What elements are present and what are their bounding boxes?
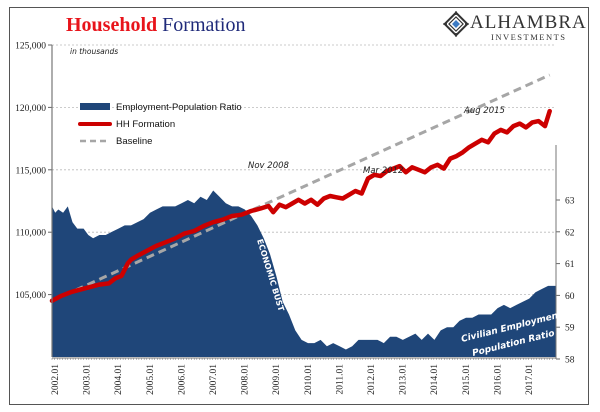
x-tick-label: 2004.01 bbox=[114, 364, 124, 395]
legend-swatch-employment bbox=[80, 103, 110, 110]
right-tick-label: 60 bbox=[565, 292, 575, 302]
units-note: in thousands bbox=[70, 47, 118, 56]
legend-label-baseline: Baseline bbox=[116, 136, 152, 147]
x-tick-label: 2010.01 bbox=[304, 364, 314, 395]
annotation-mar-2012: Mar 2012 bbox=[363, 166, 403, 176]
x-tick-label: 2013.01 bbox=[399, 364, 409, 395]
right-tick-label: 59 bbox=[565, 324, 575, 334]
x-tick-label: 2007.01 bbox=[209, 364, 219, 395]
x-tick-label: 2003.01 bbox=[83, 364, 93, 395]
x-tick-label: 2011.01 bbox=[335, 364, 345, 395]
x-tick-label: 2005.01 bbox=[146, 364, 156, 395]
x-tick-label: 2006.01 bbox=[177, 364, 187, 395]
right-tick-label: 62 bbox=[565, 228, 575, 238]
x-tick-label: 2008.01 bbox=[241, 364, 251, 395]
x-tick-label: 2015.01 bbox=[462, 364, 472, 395]
left-tick-label: 125,000 bbox=[15, 42, 46, 52]
baseline-line bbox=[51, 73, 551, 303]
chart-frame bbox=[9, 7, 589, 405]
right-tick-label: 58 bbox=[565, 356, 575, 366]
legend: Employment-Population Ratio HH Formation… bbox=[78, 102, 242, 147]
left-tick-label: 115,000 bbox=[15, 166, 46, 176]
logo-name: ALHAMBRA bbox=[470, 12, 587, 33]
x-tick-label: 2012.01 bbox=[367, 364, 377, 395]
right-tick-label: 61 bbox=[565, 260, 575, 270]
title-household: Household bbox=[66, 14, 158, 36]
alhambra-logo-icon bbox=[443, 11, 469, 37]
left-tick-label: 110,000 bbox=[15, 229, 46, 239]
logo-sub: INVESTMENTS bbox=[491, 32, 567, 42]
x-tick-label: 2002.01 bbox=[51, 364, 61, 395]
title-formation: Formation bbox=[162, 14, 246, 36]
legend-label-hh: HH Formation bbox=[116, 119, 175, 130]
left-tick-label: 105,000 bbox=[15, 291, 46, 301]
annotation-aug-2015: Aug 2015 bbox=[463, 106, 505, 116]
hh-formation-line bbox=[49, 108, 552, 304]
left-tick-label: 120,000 bbox=[15, 104, 46, 114]
annotation-nov-2008: Nov 2008 bbox=[248, 161, 290, 171]
x-tick-label: 2014.01 bbox=[430, 364, 440, 395]
right-tick-label: 63 bbox=[565, 197, 575, 207]
x-tick-label: 2016.01 bbox=[493, 364, 503, 395]
chart-title: Household Formation bbox=[66, 14, 246, 37]
legend-label-employment: Employment-Population Ratio bbox=[116, 102, 242, 113]
x-tick-label: 2009.01 bbox=[272, 364, 282, 395]
logo: ALHAMBRA INVESTMENTS bbox=[470, 12, 587, 42]
employment-ratio-area bbox=[52, 190, 556, 357]
x-tick-label: 2017.01 bbox=[525, 364, 535, 395]
